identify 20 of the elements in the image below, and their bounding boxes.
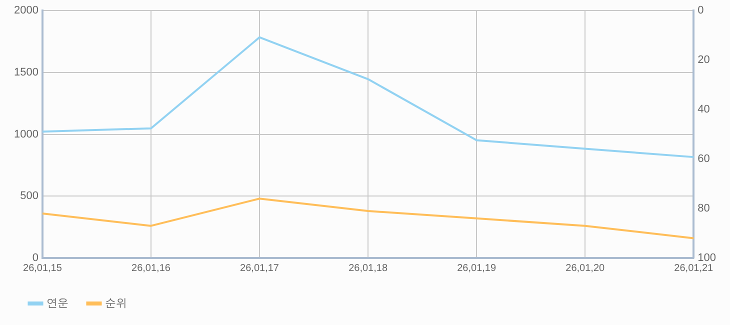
y2-tick-label: 40 bbox=[698, 104, 710, 116]
x-tick-label: 26,01,18 bbox=[348, 262, 388, 274]
y2-tick-label: 100 bbox=[698, 252, 716, 264]
y2-tick-label: 80 bbox=[698, 202, 710, 215]
y2-tick-label: 20 bbox=[698, 54, 710, 66]
x-tick-label: 26,01,21 bbox=[674, 262, 714, 274]
y-tick-label: 1500 bbox=[14, 66, 38, 78]
y-tick-label: 500 bbox=[20, 190, 38, 202]
x-tick-label: 26,01,17 bbox=[240, 262, 280, 274]
x-tick-label: 26,01,16 bbox=[132, 262, 171, 274]
x-tick-label: 26,01,19 bbox=[457, 262, 496, 274]
legend-label: 순위 bbox=[105, 298, 127, 310]
y-tick-label: 1000 bbox=[14, 128, 38, 140]
x-tick-label: 26,01,20 bbox=[566, 262, 606, 274]
legend-label: 연운 bbox=[46, 298, 68, 310]
y-tick-label: 0 bbox=[32, 252, 38, 264]
y2-tick-label: 0 bbox=[698, 4, 704, 17]
y2-tick-label: 60 bbox=[698, 153, 710, 166]
x-tick-label: 26,01,15 bbox=[23, 262, 62, 274]
y-tick-label: 2000 bbox=[14, 4, 38, 17]
